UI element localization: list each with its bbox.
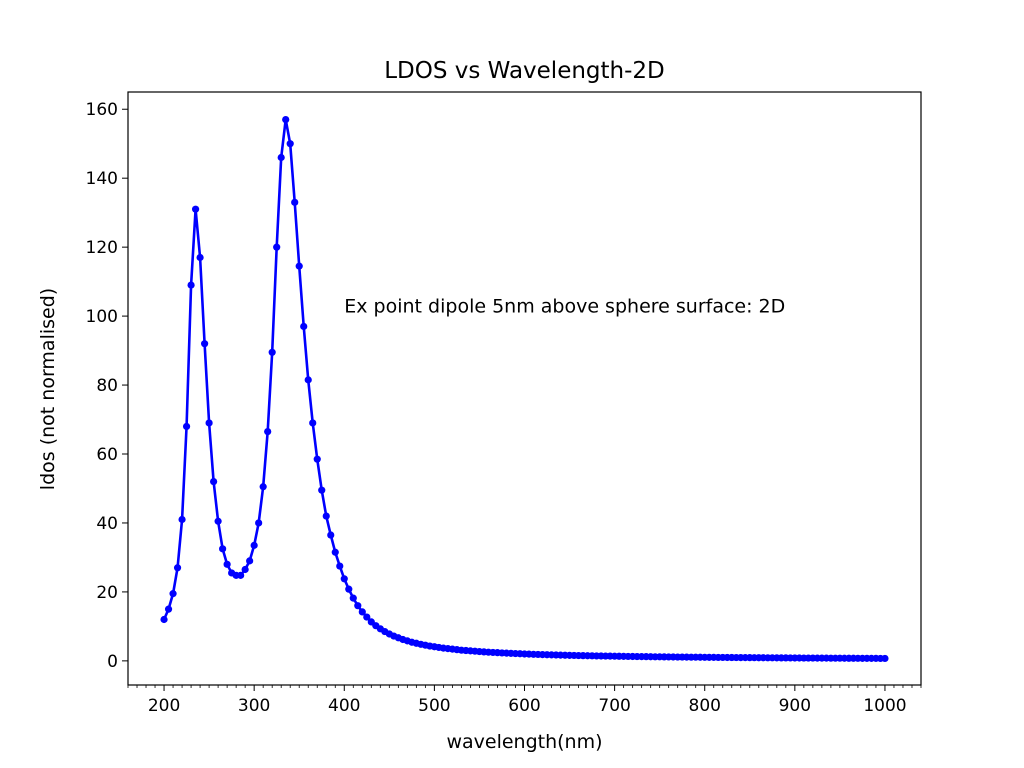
- data-point: [246, 557, 254, 565]
- data-point: [182, 422, 191, 431]
- data-point: [358, 608, 366, 616]
- x-axis-label: wavelength(nm): [446, 731, 602, 753]
- data-point: [214, 517, 222, 525]
- data-point: [291, 198, 299, 206]
- x-tick-label: 400: [328, 696, 360, 716]
- data-point: [340, 575, 348, 583]
- data-point: [345, 585, 353, 593]
- data-point: [322, 512, 330, 520]
- data-point: [219, 545, 227, 553]
- data-point: [304, 376, 312, 384]
- y-tick-label: 20: [96, 583, 118, 603]
- x-tick-label: 300: [238, 696, 270, 716]
- data-point: [191, 205, 200, 213]
- data-point: [881, 654, 889, 663]
- x-tick-label: 600: [508, 696, 540, 716]
- data-point: [349, 594, 357, 602]
- x-tick-label: 900: [779, 696, 811, 716]
- data-point: [363, 613, 371, 621]
- data-point: [282, 115, 290, 124]
- data-point: [173, 564, 182, 572]
- data-point: [160, 615, 168, 624]
- x-tick-label: 200: [148, 696, 180, 716]
- data-point: [264, 428, 272, 436]
- data-point: [255, 519, 263, 527]
- x-tick-label: 700: [598, 696, 630, 716]
- data-point: [327, 531, 335, 539]
- x-axis: 200 300 400 500 600 700 800 900 1000: [127, 685, 922, 716]
- data-point: [295, 262, 303, 270]
- data-point: [223, 560, 231, 568]
- data-point: [313, 455, 321, 463]
- data-point: [201, 340, 209, 348]
- data-point: [273, 243, 281, 251]
- data-point: [164, 605, 173, 613]
- chart-title: LDOS vs Wavelength-2D: [384, 58, 665, 84]
- data-point: [237, 571, 245, 579]
- y-tick-label: 0: [107, 652, 118, 672]
- data-point: [205, 419, 213, 427]
- data-point: [241, 565, 249, 574]
- data-point: [300, 322, 308, 331]
- annotation-text: Ex point dipole 5nm above sphere surface…: [344, 296, 785, 318]
- y-tick-label: 100: [86, 307, 118, 327]
- data-point: [277, 153, 285, 162]
- data-point: [354, 602, 362, 610]
- data-point: [336, 562, 344, 570]
- series-layer: [160, 115, 889, 663]
- y-tick-label: 40: [96, 514, 118, 534]
- data-point: [286, 140, 294, 148]
- data-point: [331, 548, 339, 556]
- y-tick-label: 140: [86, 169, 118, 189]
- data-point: [178, 515, 186, 524]
- y-tick-label: 160: [86, 100, 118, 120]
- data-point: [309, 419, 317, 427]
- y-tick-label: 80: [96, 376, 118, 396]
- data-point: [187, 281, 195, 289]
- y-axis-label: ldos (not normalised): [37, 288, 59, 490]
- data-point: [318, 486, 326, 494]
- data-point: [268, 348, 276, 356]
- y-tick-label: 60: [96, 445, 118, 465]
- data-point: [250, 541, 258, 549]
- x-tick-label: 800: [689, 696, 721, 716]
- x-tick-label: 1000: [863, 696, 906, 716]
- y-axis: 0 20 40 60 80 100 120 140 160: [86, 100, 128, 672]
- data-point: [210, 477, 218, 486]
- x-tick-label: 500: [418, 696, 450, 716]
- data-point: [196, 253, 204, 262]
- data-point: [169, 590, 177, 598]
- data-point: [259, 483, 267, 491]
- y-tick-label: 120: [86, 238, 118, 258]
